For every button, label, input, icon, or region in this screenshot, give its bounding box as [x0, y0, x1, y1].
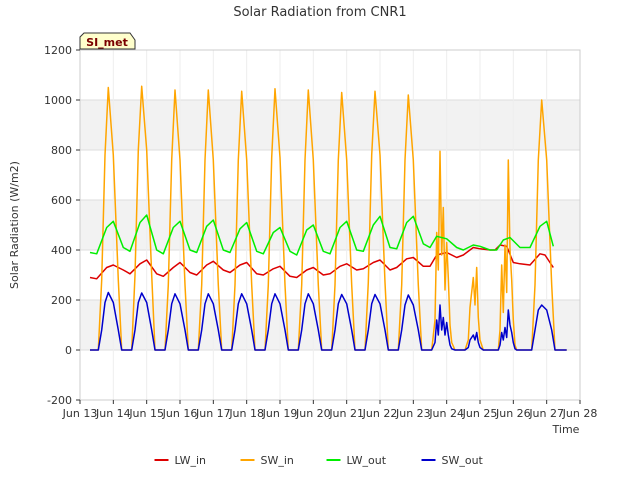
legend-label-lw-out: LW_out: [347, 454, 387, 467]
x-tick-label: Jun 26: [495, 407, 531, 420]
legend: LW_in SW_in LW_out SW_out: [154, 454, 484, 467]
plot-band: [80, 50, 580, 100]
x-tick-label: Jun 23: [395, 407, 431, 420]
legend-label-sw-in: SW_in: [261, 454, 294, 467]
plot-band: [80, 350, 580, 400]
y-tick-label: 0: [65, 344, 72, 357]
x-tick-label: Jun 16: [162, 407, 198, 420]
legend-label-sw-out: SW_out: [442, 454, 484, 467]
x-tick-label: Jun 21: [328, 407, 364, 420]
chart-title: Solar Radiation from CNR1: [233, 5, 406, 20]
y-tick-label: 400: [51, 244, 72, 257]
x-axis-label: Time: [552, 423, 580, 436]
badge-shape: [79, 32, 136, 50]
x-tick-label: Jun 27: [528, 407, 564, 420]
x-tick-label: Jun 24: [428, 407, 464, 420]
series-line-lw-out: [89, 214, 555, 256]
x-tick-label: Jun 19: [262, 407, 298, 420]
x-tick-label: Jun 28: [562, 407, 598, 420]
series-line-sw-out: [90, 291, 567, 351]
y-tick-label: 200: [51, 294, 72, 307]
plot-band: [80, 200, 580, 250]
series-lines: [89, 85, 567, 351]
x-tick-label: Jun 20: [295, 407, 331, 420]
x-tick-label: Jun 14: [95, 407, 131, 420]
y-tick-label: 800: [51, 144, 72, 157]
plot-band: [80, 250, 580, 300]
y-tick-label: 1000: [44, 94, 72, 107]
x-tick-label: Jun 15: [128, 407, 164, 420]
y-axis-label: Solar Radiation (W/m2): [8, 161, 21, 289]
y-tick-label: -200: [47, 394, 72, 407]
legend-label-lw-in: LW_in: [175, 454, 207, 467]
plot-background: [80, 50, 580, 400]
plot-band: [80, 300, 580, 350]
x-tick-label: Jun 22: [362, 407, 398, 420]
plot-band: [80, 100, 580, 150]
plot-frame: [79, 49, 581, 401]
x-tick-label: Jun 17: [195, 407, 231, 420]
y-tick-label: 600: [51, 194, 72, 207]
station-badge: SI_met: [79, 32, 136, 50]
plot-band: [80, 150, 580, 200]
x-tick-label: Jun 18: [228, 407, 264, 420]
y-tick-label: 1200: [44, 44, 72, 57]
station-badge-label: SI_met: [86, 36, 128, 49]
x-tick-label: Jun 13: [62, 407, 98, 420]
x-tick-label: Jun 25: [462, 407, 498, 420]
